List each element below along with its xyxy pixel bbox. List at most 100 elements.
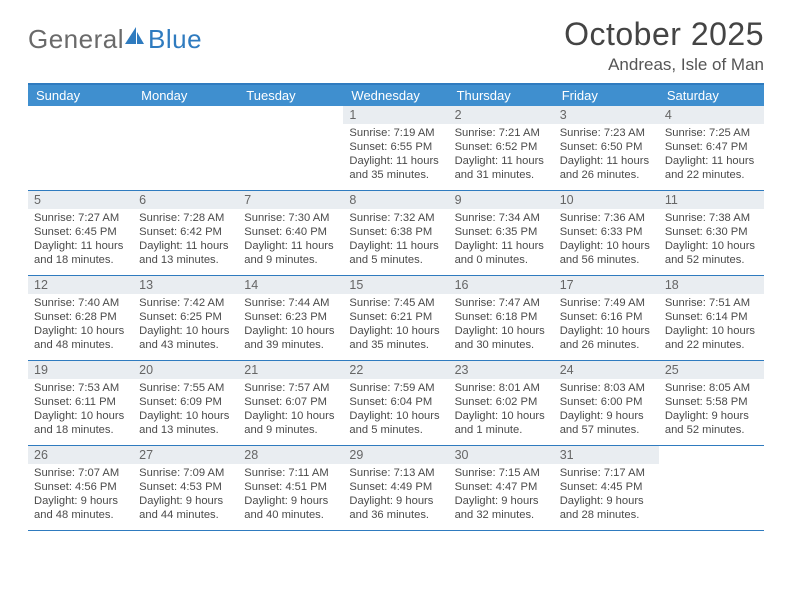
day-cell: 26Sunrise: 7:07 AMSunset: 4:56 PMDayligh… xyxy=(28,446,133,530)
day-body: Sunrise: 7:34 AMSunset: 6:35 PMDaylight:… xyxy=(449,209,554,271)
day-line: and 31 minutes. xyxy=(455,168,550,182)
day-cell: 6Sunrise: 7:28 AMSunset: 6:42 PMDaylight… xyxy=(133,191,238,275)
day-number: 7 xyxy=(238,191,343,209)
day-line: and 35 minutes. xyxy=(349,338,444,352)
weeks-container: ...1Sunrise: 7:19 AMSunset: 6:55 PMDayli… xyxy=(28,106,764,531)
day-line: Sunrise: 7:19 AM xyxy=(349,126,444,140)
day-line: Sunrise: 7:45 AM xyxy=(349,296,444,310)
day-body xyxy=(133,124,238,130)
day-line: Sunset: 4:47 PM xyxy=(455,480,550,494)
brand-name-a: General xyxy=(28,24,124,55)
day-cell: 2Sunrise: 7:21 AMSunset: 6:52 PMDaylight… xyxy=(449,106,554,190)
day-body: Sunrise: 7:53 AMSunset: 6:11 PMDaylight:… xyxy=(28,379,133,441)
day-line: Sunrise: 7:57 AM xyxy=(244,381,339,395)
day-body: Sunrise: 8:03 AMSunset: 6:00 PMDaylight:… xyxy=(554,379,659,441)
day-line: and 22 minutes. xyxy=(665,338,760,352)
day-line: Sunrise: 7:34 AM xyxy=(455,211,550,225)
day-body: Sunrise: 7:15 AMSunset: 4:47 PMDaylight:… xyxy=(449,464,554,526)
day-cell: 19Sunrise: 7:53 AMSunset: 6:11 PMDayligh… xyxy=(28,361,133,445)
day-line: Sunset: 4:56 PM xyxy=(34,480,129,494)
day-line: and 13 minutes. xyxy=(139,253,234,267)
day-line: and 48 minutes. xyxy=(34,508,129,522)
day-body xyxy=(659,464,764,470)
day-line: Sunrise: 7:51 AM xyxy=(665,296,760,310)
day-number: 16 xyxy=(449,276,554,294)
day-line: Sunset: 6:50 PM xyxy=(560,140,655,154)
day-line: Daylight: 10 hours xyxy=(349,409,444,423)
day-line: Sunset: 6:14 PM xyxy=(665,310,760,324)
day-line: Sunrise: 7:23 AM xyxy=(560,126,655,140)
day-cell: 18Sunrise: 7:51 AMSunset: 6:14 PMDayligh… xyxy=(659,276,764,360)
weekday-header: Friday xyxy=(554,85,659,106)
day-number: 23 xyxy=(449,361,554,379)
day-line: Daylight: 9 hours xyxy=(455,494,550,508)
day-line: Sunrise: 7:09 AM xyxy=(139,466,234,480)
day-line: Sunset: 6:45 PM xyxy=(34,225,129,239)
day-number: 26 xyxy=(28,446,133,464)
day-line: Daylight: 10 hours xyxy=(139,409,234,423)
day-body: Sunrise: 7:55 AMSunset: 6:09 PMDaylight:… xyxy=(133,379,238,441)
day-number: 27 xyxy=(133,446,238,464)
brand-sail-icon xyxy=(126,26,146,53)
day-line: Daylight: 10 hours xyxy=(244,409,339,423)
day-line: and 13 minutes. xyxy=(139,423,234,437)
day-line: Daylight: 10 hours xyxy=(34,324,129,338)
title-block: October 2025 Andreas, Isle of Man xyxy=(564,16,764,75)
day-line: and 18 minutes. xyxy=(34,253,129,267)
day-number: 24 xyxy=(554,361,659,379)
day-line: Daylight: 9 hours xyxy=(34,494,129,508)
day-number: 14 xyxy=(238,276,343,294)
day-body: Sunrise: 7:27 AMSunset: 6:45 PMDaylight:… xyxy=(28,209,133,271)
day-line: Sunrise: 7:15 AM xyxy=(455,466,550,480)
day-line: Daylight: 9 hours xyxy=(560,409,655,423)
day-cell: 12Sunrise: 7:40 AMSunset: 6:28 PMDayligh… xyxy=(28,276,133,360)
day-body: Sunrise: 7:19 AMSunset: 6:55 PMDaylight:… xyxy=(343,124,448,186)
weekday-header: Tuesday xyxy=(238,85,343,106)
day-line: Daylight: 9 hours xyxy=(139,494,234,508)
week-row: 26Sunrise: 7:07 AMSunset: 4:56 PMDayligh… xyxy=(28,446,764,531)
day-line: and 9 minutes. xyxy=(244,253,339,267)
week-row: 5Sunrise: 7:27 AMSunset: 6:45 PMDaylight… xyxy=(28,191,764,276)
day-line: Sunset: 5:58 PM xyxy=(665,395,760,409)
day-cell: 31Sunrise: 7:17 AMSunset: 4:45 PMDayligh… xyxy=(554,446,659,530)
day-line: Daylight: 11 hours xyxy=(349,154,444,168)
day-line: Sunrise: 8:05 AM xyxy=(665,381,760,395)
weekday-header: Monday xyxy=(133,85,238,106)
day-line: Daylight: 10 hours xyxy=(455,324,550,338)
day-line: Sunset: 6:35 PM xyxy=(455,225,550,239)
day-number: 30 xyxy=(449,446,554,464)
day-line: Daylight: 9 hours xyxy=(665,409,760,423)
day-body: Sunrise: 7:13 AMSunset: 4:49 PMDaylight:… xyxy=(343,464,448,526)
day-number: 11 xyxy=(659,191,764,209)
weekday-header: Thursday xyxy=(449,85,554,106)
day-line: and 56 minutes. xyxy=(560,253,655,267)
header: General Blue October 2025 Andreas, Isle … xyxy=(28,16,764,75)
day-line: Sunrise: 7:32 AM xyxy=(349,211,444,225)
day-line: Sunrise: 7:25 AM xyxy=(665,126,760,140)
day-line: Daylight: 11 hours xyxy=(665,154,760,168)
day-line: Sunrise: 7:27 AM xyxy=(34,211,129,225)
day-number: 8 xyxy=(343,191,448,209)
day-line: Daylight: 9 hours xyxy=(349,494,444,508)
day-body: Sunrise: 7:57 AMSunset: 6:07 PMDaylight:… xyxy=(238,379,343,441)
day-line: Daylight: 10 hours xyxy=(34,409,129,423)
day-line: Sunrise: 7:13 AM xyxy=(349,466,444,480)
day-number: 1 xyxy=(343,106,448,124)
day-number: 29 xyxy=(343,446,448,464)
day-line: Daylight: 10 hours xyxy=(560,239,655,253)
day-body: Sunrise: 7:59 AMSunset: 6:04 PMDaylight:… xyxy=(343,379,448,441)
day-body: Sunrise: 7:49 AMSunset: 6:16 PMDaylight:… xyxy=(554,294,659,356)
day-line: Daylight: 10 hours xyxy=(139,324,234,338)
day-line: and 5 minutes. xyxy=(349,253,444,267)
day-line: Sunset: 4:49 PM xyxy=(349,480,444,494)
weekday-header: Saturday xyxy=(659,85,764,106)
day-line: and 57 minutes. xyxy=(560,423,655,437)
day-line: Sunset: 6:16 PM xyxy=(560,310,655,324)
weekday-header: Wednesday xyxy=(343,85,448,106)
day-cell: 1Sunrise: 7:19 AMSunset: 6:55 PMDaylight… xyxy=(343,106,448,190)
day-body: Sunrise: 7:36 AMSunset: 6:33 PMDaylight:… xyxy=(554,209,659,271)
day-cell: . xyxy=(238,106,343,190)
day-cell: 7Sunrise: 7:30 AMSunset: 6:40 PMDaylight… xyxy=(238,191,343,275)
day-line: Sunrise: 7:55 AM xyxy=(139,381,234,395)
day-number: 20 xyxy=(133,361,238,379)
